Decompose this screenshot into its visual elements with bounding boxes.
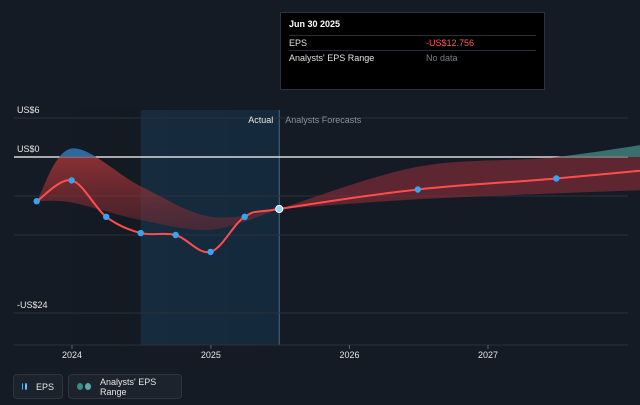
legend-eps[interactable]: EPS xyxy=(13,374,63,399)
eps-point-6 xyxy=(241,213,248,220)
text-layer: US$6 US$0 -US$24 2024 2025 2026 2027 Actual Anal… xyxy=(17,105,498,360)
forecast-band-positive xyxy=(556,145,640,157)
eps-point-1 xyxy=(68,177,75,184)
past-band-positive xyxy=(59,148,96,157)
legend-range-label: Analysts' EPS Range xyxy=(100,376,157,397)
legend-analysts-range[interactable]: Analysts' EPS Range xyxy=(68,374,182,399)
background-layer xyxy=(14,110,280,345)
y-tick-label-2: -US$24 xyxy=(17,300,48,310)
tooltip-range-label: Analysts' EPS Range xyxy=(289,53,375,63)
forecast-band-negative xyxy=(279,157,640,209)
tooltip: Jun 30 2025 EPS -US$12.756 Analysts' EPS… xyxy=(280,12,545,90)
eps-point-2 xyxy=(102,213,110,220)
eps-point-7 xyxy=(275,204,284,214)
y-tick-label-0: US$6 xyxy=(17,105,40,115)
legend-eps-dot-icon-2 xyxy=(25,383,27,390)
tooltip-row-range: Analysts' EPS Range No data xyxy=(289,50,536,65)
legend-range-dot-icon xyxy=(77,383,83,390)
tooltip-row-eps: EPS -US$12.756 xyxy=(289,35,536,50)
x-tick-label-0: 2024 xyxy=(62,350,82,360)
eps-point-3 xyxy=(137,229,144,237)
x-tick-label-3: 2027 xyxy=(478,350,498,360)
legend-eps-dot-icon xyxy=(22,383,24,390)
eps-point-8 xyxy=(414,186,421,193)
line-layer xyxy=(33,169,640,256)
tooltip-eps-label: EPS xyxy=(289,38,308,48)
tooltip-range-value: No data xyxy=(426,53,458,63)
eps-point-4 xyxy=(172,231,179,239)
x-tick-label-2: 2026 xyxy=(339,350,359,360)
past-band-negative xyxy=(36,157,280,231)
eps-point-5 xyxy=(207,248,214,256)
x-tick-label-1: 2025 xyxy=(201,350,221,360)
tooltip-eps-value: -US$12.756 xyxy=(426,38,475,48)
eps-point-0 xyxy=(33,198,40,205)
y-tick-label-1: US$0 xyxy=(17,144,40,154)
tooltip-date: Jun 30 2025 xyxy=(289,19,341,29)
legend-eps-label: EPS xyxy=(35,381,54,392)
legend-range-dot-icon-2 xyxy=(85,383,91,390)
actual-label: Actual xyxy=(248,115,273,125)
eps-point-9 xyxy=(553,175,560,182)
analysts-forecasts-label: Analysts Forecasts xyxy=(285,115,362,125)
